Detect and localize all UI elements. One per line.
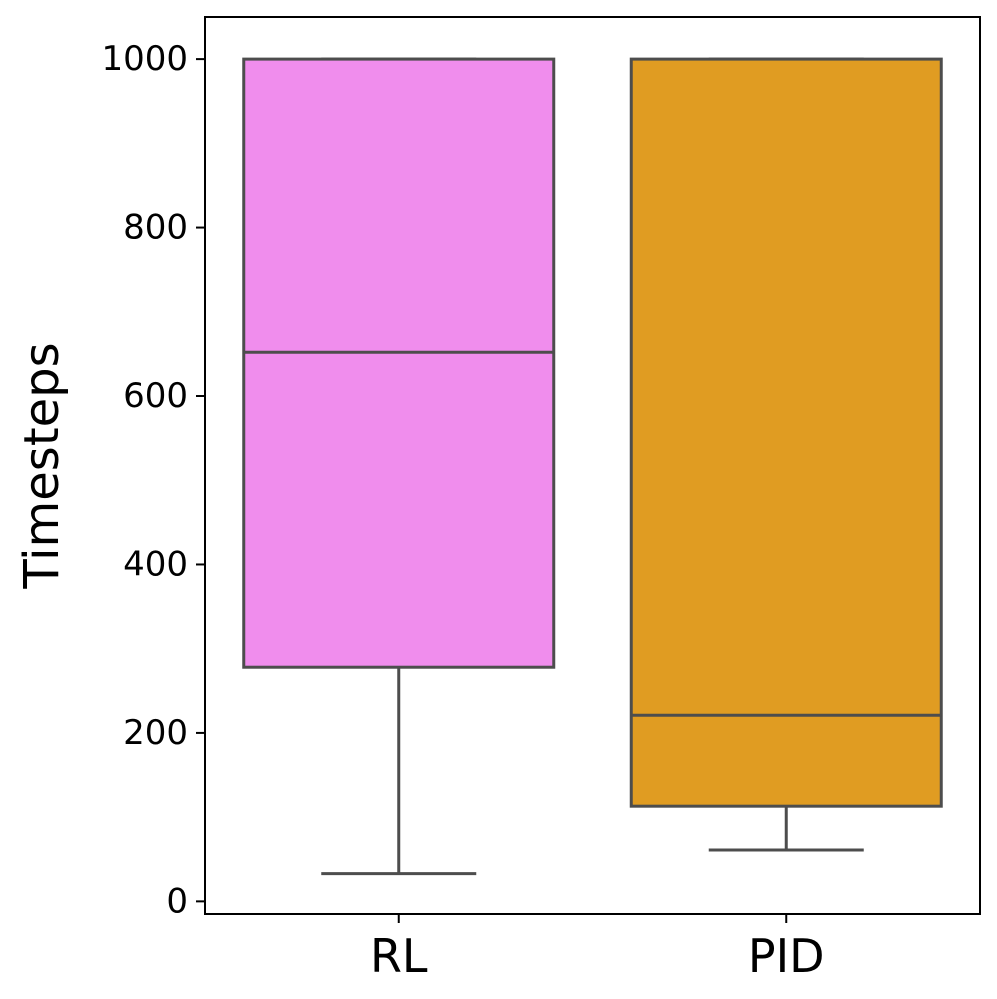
iqr-box-pid bbox=[629, 57, 943, 808]
y-tick-label-0: 0 bbox=[166, 881, 188, 921]
y-tick-label-400: 400 bbox=[123, 544, 188, 584]
box-group-rl bbox=[242, 57, 556, 876]
iqr-box-rl bbox=[242, 57, 556, 669]
y-axis: 0 200 400 600 800 1000 bbox=[101, 39, 205, 921]
y-tick-label-800: 800 bbox=[123, 208, 188, 248]
x-tick-label-pid: PID bbox=[748, 929, 825, 983]
plot-frame bbox=[204, 16, 981, 915]
boxes-layer bbox=[242, 57, 943, 876]
y-axis-title: Timesteps bbox=[14, 342, 70, 589]
x-tick-label-rl: RL bbox=[370, 929, 428, 983]
y-tick-label-200: 200 bbox=[123, 713, 188, 753]
box-group-pid bbox=[629, 57, 943, 852]
y-tick-label-600: 600 bbox=[123, 376, 188, 416]
y-tick-label-1000: 1000 bbox=[101, 39, 188, 79]
x-axis: RL PID bbox=[370, 914, 825, 983]
